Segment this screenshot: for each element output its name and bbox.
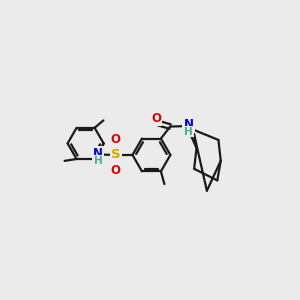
Text: O: O — [110, 164, 120, 177]
Text: H: H — [94, 156, 103, 166]
Text: N: N — [93, 147, 103, 160]
Text: O: O — [110, 133, 120, 146]
Text: H: H — [184, 127, 193, 137]
Text: N: N — [184, 118, 194, 131]
Text: S: S — [111, 148, 121, 161]
Text: O: O — [151, 112, 161, 124]
